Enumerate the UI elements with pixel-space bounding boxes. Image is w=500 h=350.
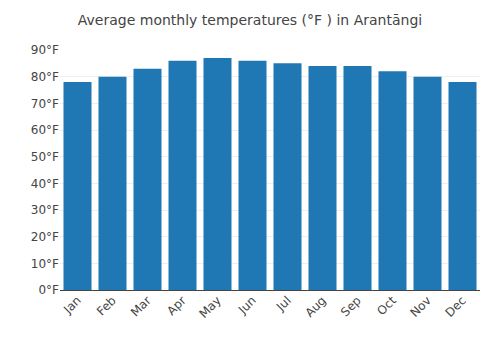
svg-text:Nov: Nov [407,293,433,319]
svg-text:30°F: 30°F [31,203,59,217]
svg-text:70°F: 70°F [31,97,59,111]
svg-text:Jun: Jun [235,293,259,317]
svg-text:Mar: Mar [128,293,154,319]
svg-text:40°F: 40°F [31,177,59,191]
svg-text:Jan: Jan [60,293,84,317]
svg-text:50°F: 50°F [31,150,59,164]
svg-text:60°F: 60°F [31,123,59,137]
svg-text:May: May [196,293,223,320]
svg-text:80°F: 80°F [31,70,59,84]
svg-text:Average monthly temperatures (: Average monthly temperatures (°F ) in Ar… [78,12,422,28]
svg-text:10°F: 10°F [31,257,59,271]
svg-text:Apr: Apr [164,293,189,318]
svg-text:20°F: 20°F [31,230,59,244]
svg-text:Oct: Oct [374,293,399,318]
svg-text:Feb: Feb [94,293,119,318]
svg-text:Dec: Dec [443,293,469,319]
svg-text:90°F: 90°F [31,43,59,57]
svg-text:Aug: Aug [302,293,328,319]
svg-text:0°F: 0°F [38,283,59,297]
svg-text:Sep: Sep [338,293,364,319]
svg-text:Jul: Jul [273,293,294,314]
